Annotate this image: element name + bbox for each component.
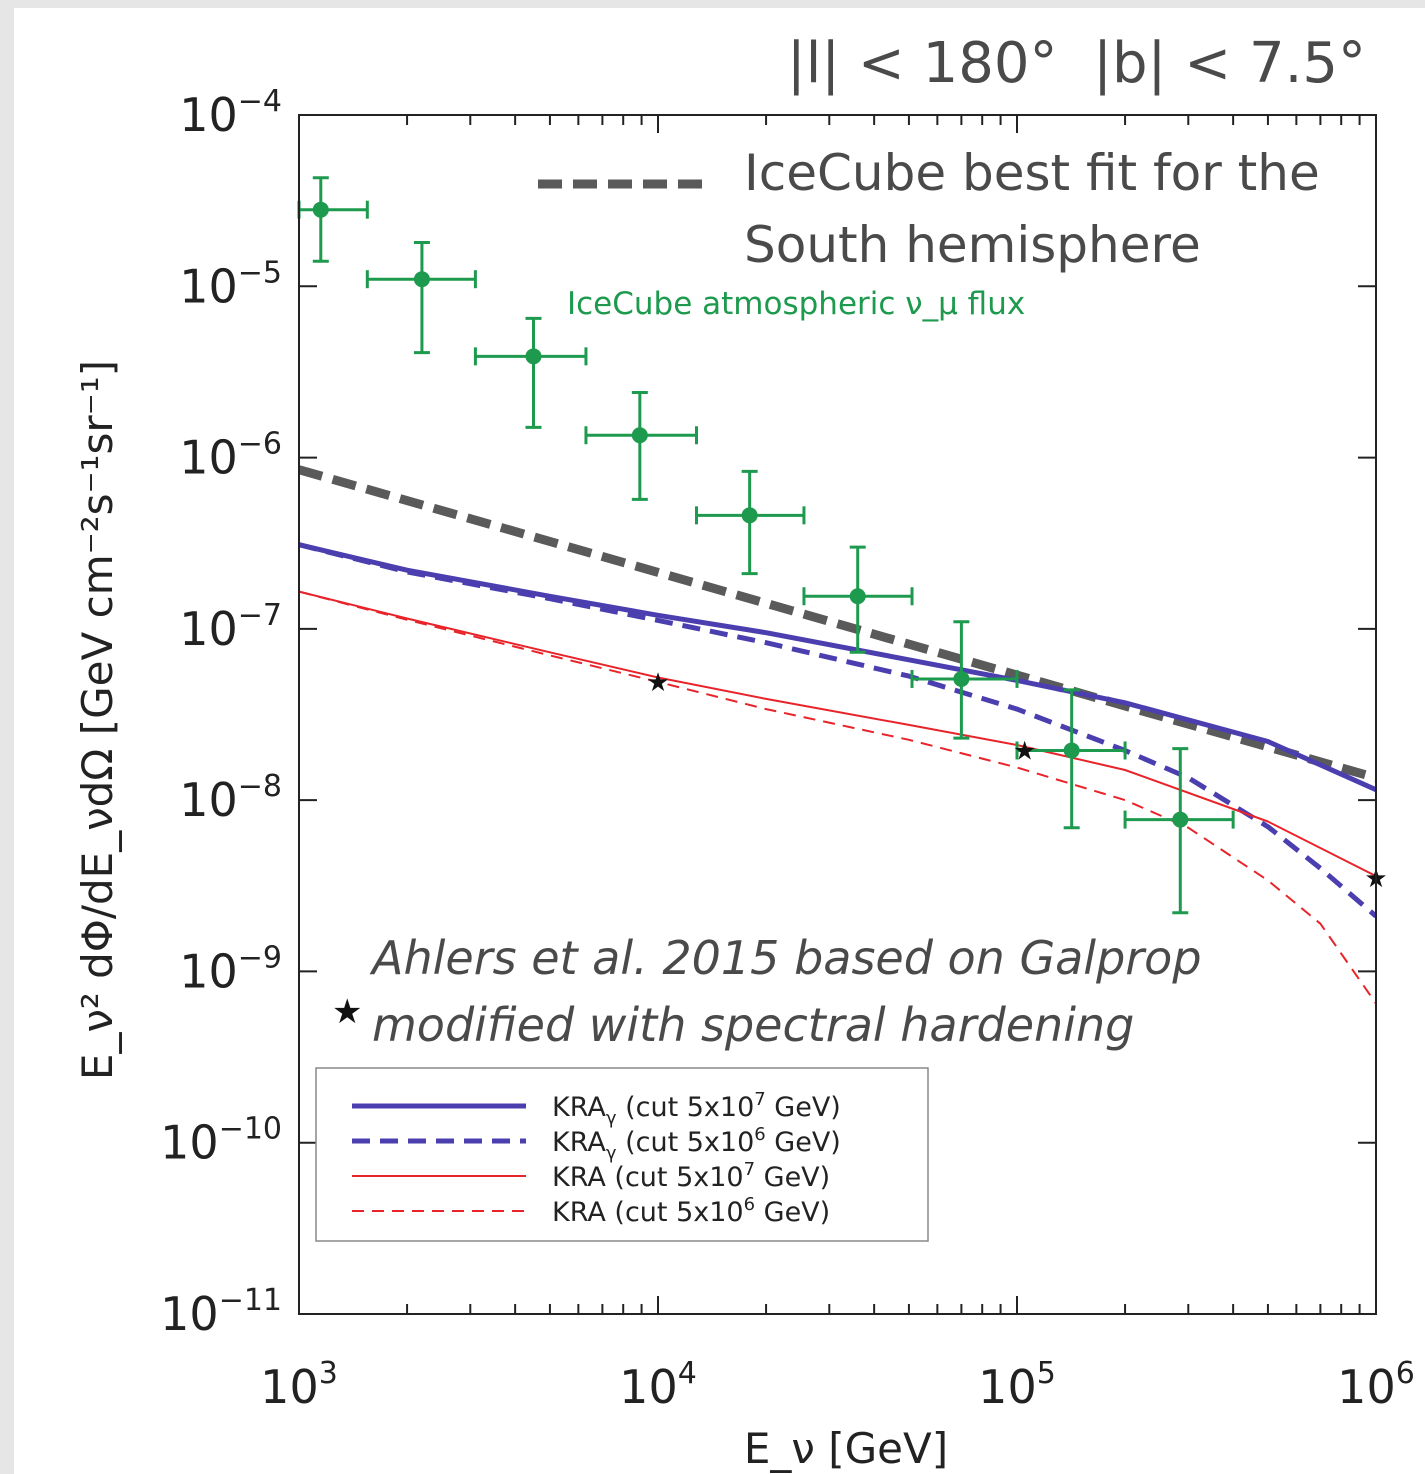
atmospheric-data-point: [1123, 747, 1235, 915]
x-axis-label: E_ν [GeV]: [744, 1424, 948, 1473]
series-line-3: [299, 590, 1376, 877]
icecube-fit-annotation: IceCube best fit for the South hemispher…: [538, 144, 1320, 274]
legend-label: KRA (cut 5x106 GeV): [552, 1194, 830, 1228]
series-line-1: [299, 542, 1376, 792]
atmospheric-data-point: [910, 620, 1019, 740]
x-tick-label: 104: [619, 1356, 697, 1414]
legend-label: KRAγ (cut 5x107 GeV): [552, 1089, 841, 1129]
atmospheric-data-point: [584, 390, 698, 501]
y-tick-label: 10−4: [179, 84, 282, 142]
data-marker: [849, 588, 866, 605]
tick-labels: 103 104 105 106 10−4 10−5 10−6 10−7 10−8 10−9 10−1…: [160, 84, 1415, 1414]
y-tick-label: 10−5: [179, 255, 282, 313]
icecube-fit-line: [299, 465, 1376, 783]
axis-ticks: [298, 114, 1376, 1315]
atmospheric-flux-label: IceCube atmospheric ν_μ flux: [567, 286, 1025, 322]
ahlers-label-line1: Ahlers et al. 2015 based on Galprop: [369, 931, 1202, 985]
legend-label: KRAγ (cut 5x106 GeV): [552, 1124, 841, 1164]
ahlers-star-point: ★: [1013, 736, 1036, 766]
x-tick-label: 106: [1337, 1356, 1415, 1414]
y-tick-label: 10−6: [179, 427, 282, 485]
chart-svg: |l| < 180° |b| < 7.5° E_ν² dΦ/dE_νdΩ [Ge…: [73, 31, 1415, 1473]
data-marker: [413, 271, 430, 288]
ahlers-annotation: ★ Ahlers et al. 2015 based on Galprop mo…: [332, 931, 1202, 1052]
y-tick-label: 10−11: [160, 1283, 282, 1341]
legend-entries: KRAγ (cut 5x107 GeV)KRAγ (cut 5x106 GeV)…: [352, 1089, 841, 1228]
legend-entry-3: KRA (cut 5x107 GeV): [352, 1159, 830, 1193]
atmospheric-data-point: [694, 469, 806, 576]
atmospheric-data-point: [802, 545, 914, 654]
data-marker: [1063, 742, 1080, 759]
atmospheric-data-point: [297, 176, 369, 263]
series-line-2: [299, 542, 1376, 919]
data-marker: [312, 201, 329, 218]
series-line-4: [299, 590, 1376, 1005]
data-marker: [525, 348, 542, 365]
legend: KRAγ (cut 5x107 GeV)KRAγ (cut 5x106 GeV)…: [315, 1067, 929, 1242]
data-marker: [631, 427, 648, 444]
data-marker: [953, 670, 970, 687]
legend-label: KRA (cut 5x107 GeV): [552, 1159, 830, 1193]
y-tick-label: 10−7: [179, 598, 282, 656]
data-marker: [741, 507, 758, 524]
atmospheric-data-point: [1015, 688, 1127, 830]
atmospheric-data-point: [473, 316, 588, 429]
y-tick-label: 10−10: [160, 1112, 282, 1170]
legend-box: [315, 1067, 929, 1242]
legend-entry-4: KRA (cut 5x106 GeV): [352, 1194, 830, 1228]
ahlers-star-point: ★: [646, 668, 669, 698]
data-points-layer: ★★★: [297, 176, 1388, 915]
legend-entry-2: KRAγ (cut 5x106 GeV): [352, 1124, 841, 1164]
plot-frame: [298, 114, 1377, 1315]
x-tick-label: 103: [260, 1356, 338, 1414]
chart-title: |l| < 180° |b| < 7.5°: [787, 31, 1366, 96]
ahlers-label-line2: modified with spectral hardening: [372, 998, 1134, 1052]
figure-panel: |l| < 180° |b| < 7.5° E_ν² dΦ/dE_νdΩ [Ge…: [14, 8, 1425, 1474]
y-axis-label: E_ν² dΦ/dE_νdΩ [GeV cm⁻²s⁻¹sr⁻¹]: [73, 360, 122, 1080]
atmospheric-data-point: [365, 241, 477, 355]
x-tick-label: 105: [978, 1356, 1056, 1414]
series-layer: [299, 465, 1376, 1005]
data-marker: [1172, 811, 1189, 828]
icecube-fit-label-line2: South hemisphere: [744, 216, 1201, 274]
y-tick-label: 10−9: [179, 940, 282, 998]
y-tick-label: 10−8: [179, 769, 282, 827]
ahlers-star-marker: ★: [332, 992, 362, 1032]
icecube-fit-label-line1: IceCube best fit for the: [744, 144, 1320, 202]
legend-entry-1: KRAγ (cut 5x107 GeV): [352, 1089, 841, 1129]
